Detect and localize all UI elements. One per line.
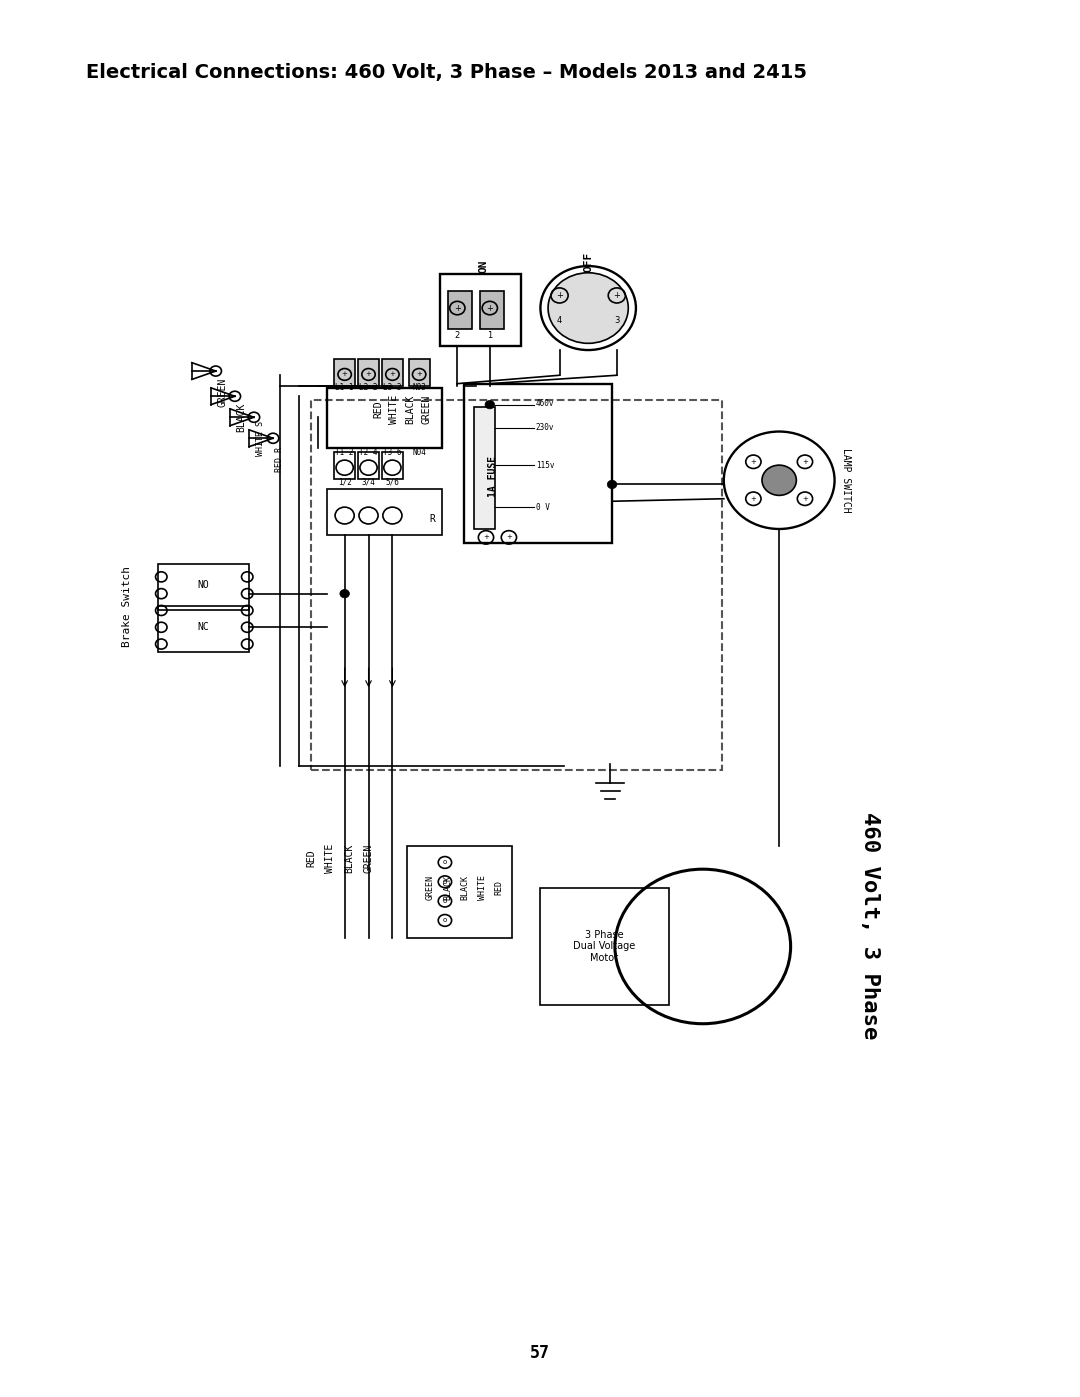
Bar [473, 407, 495, 529]
Text: +: + [556, 291, 563, 300]
Text: L2 2: L2 2 [360, 383, 378, 391]
Text: LAMP SWITCH: LAMP SWITCH [841, 448, 851, 513]
Bar [359, 451, 379, 479]
Text: +: + [802, 496, 808, 502]
Circle shape [340, 590, 350, 598]
Text: WHITE: WHITE [389, 394, 400, 423]
Text: +: + [751, 458, 756, 465]
Text: RED: RED [373, 400, 383, 418]
Text: RED: RED [495, 880, 504, 895]
Text: 3: 3 [615, 316, 620, 326]
Text: +: + [483, 535, 489, 541]
Circle shape [485, 401, 495, 409]
Text: 1A FUSE: 1A FUSE [488, 455, 498, 496]
Text: GREEN: GREEN [217, 377, 228, 407]
Bar [540, 887, 670, 1006]
Text: Electrical Connections: 460 Volt, 3 Phase – Models 2013 and 2415: Electrical Connections: 460 Volt, 3 Phas… [86, 63, 808, 82]
Bar [327, 489, 442, 535]
Text: WHITE: WHITE [325, 844, 335, 873]
Circle shape [607, 481, 617, 489]
Text: +: + [416, 372, 422, 377]
Text: 5/6: 5/6 [386, 478, 400, 486]
Text: Brake Switch: Brake Switch [122, 566, 132, 647]
Bar [359, 359, 379, 386]
Text: GREEN: GREEN [422, 394, 432, 423]
Text: +: + [366, 372, 372, 377]
Bar [407, 845, 512, 937]
Text: 460v: 460v [536, 400, 554, 408]
Text: +: + [751, 496, 756, 502]
Text: RED R: RED R [275, 447, 284, 472]
Text: NC: NC [198, 622, 210, 631]
Text: N03: N03 [413, 383, 427, 391]
Text: +: + [341, 372, 348, 377]
Text: 1: 1 [487, 331, 492, 341]
Text: T3 6: T3 6 [383, 448, 402, 457]
Text: +: + [454, 303, 461, 313]
Text: 460 Volt, 3 Phase: 460 Volt, 3 Phase [860, 812, 880, 1039]
Text: NO: NO [198, 580, 210, 590]
Text: +: + [505, 535, 512, 541]
Text: BLACK: BLACK [460, 875, 470, 900]
Text: BLACK: BLACK [345, 844, 354, 873]
Circle shape [762, 465, 796, 496]
Text: T1 2: T1 2 [336, 448, 354, 457]
Text: BLACK: BLACK [443, 875, 453, 900]
Text: BLACK: BLACK [237, 402, 246, 432]
Bar [327, 388, 442, 448]
Text: 1/2: 1/2 [338, 478, 352, 486]
Text: o: o [443, 879, 447, 884]
Text: GREEN: GREEN [364, 844, 374, 873]
Bar [441, 274, 522, 346]
Bar [159, 606, 249, 652]
Bar [464, 384, 612, 543]
Text: +: + [802, 458, 808, 465]
Text: BLACK: BLACK [406, 394, 416, 423]
Text: RED: RED [307, 849, 316, 868]
Bar [382, 451, 403, 479]
Text: L3 3: L3 3 [383, 383, 402, 391]
Circle shape [548, 272, 629, 344]
Text: 4: 4 [557, 316, 563, 326]
Text: 0 V: 0 V [536, 503, 550, 511]
Text: 115v: 115v [536, 461, 554, 469]
Bar [481, 291, 504, 330]
Text: N04: N04 [413, 448, 427, 457]
Bar [382, 359, 403, 386]
Text: 3 Phase
Dual Voltage
Motor: 3 Phase Dual Voltage Motor [573, 930, 635, 963]
Bar [408, 359, 430, 386]
Text: R: R [430, 514, 435, 524]
Bar [159, 564, 249, 610]
Text: OFF: OFF [583, 251, 593, 272]
Text: 3/4: 3/4 [362, 478, 376, 486]
Text: T2 4: T2 4 [360, 448, 378, 457]
Text: 230v: 230v [536, 423, 554, 432]
Text: o: o [443, 898, 447, 904]
Text: WHITE S: WHITE S [256, 420, 265, 455]
Text: +: + [486, 303, 494, 313]
Text: GREEN: GREEN [427, 875, 435, 900]
Text: +: + [390, 372, 395, 377]
Text: 2: 2 [455, 331, 460, 341]
Text: +: + [613, 291, 620, 300]
Bar [334, 359, 355, 386]
Bar [311, 401, 721, 770]
Text: WHITE: WHITE [477, 875, 487, 900]
Text: ON: ON [478, 260, 488, 272]
Text: o: o [443, 918, 447, 923]
Text: L1 1: L1 1 [336, 383, 354, 391]
Bar [334, 451, 355, 479]
Text: 57: 57 [530, 1344, 550, 1362]
Text: o: o [443, 859, 447, 866]
Bar [448, 291, 472, 330]
